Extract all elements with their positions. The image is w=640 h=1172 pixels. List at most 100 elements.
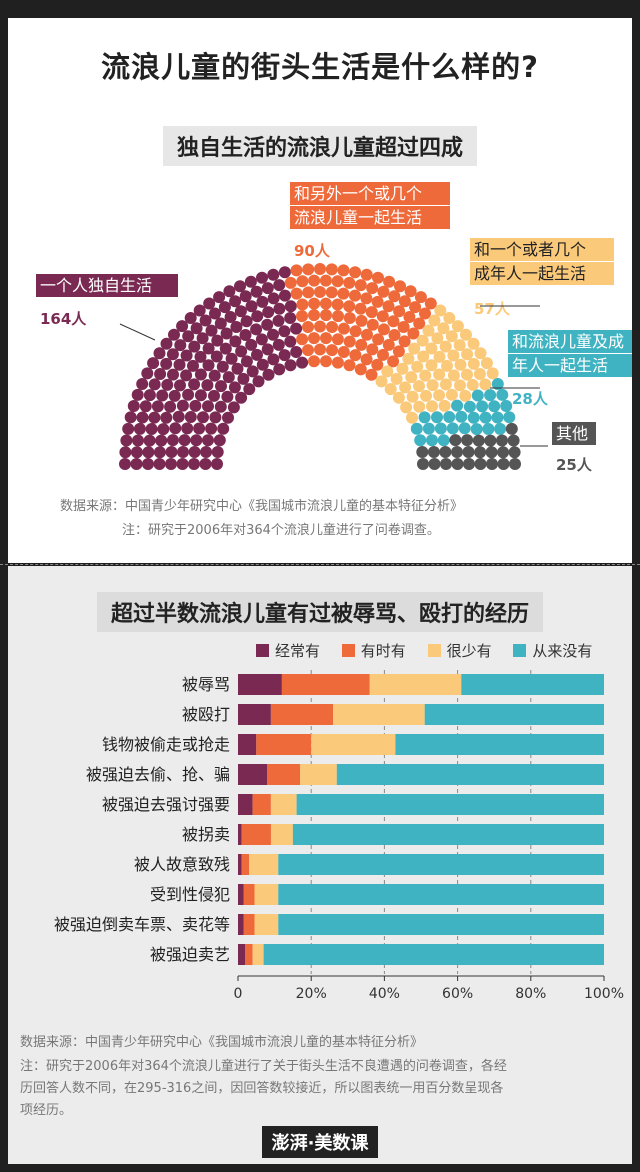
seat-dot (284, 276, 297, 289)
seat-dot (267, 353, 280, 366)
seat-dot (508, 446, 521, 459)
seat-dot (296, 356, 309, 369)
seat-dot (474, 347, 487, 360)
seat-dot (143, 434, 156, 447)
legend-label: 很少有 (446, 642, 492, 660)
seat-dot (454, 358, 467, 371)
seat-dot (141, 367, 154, 380)
seat-dot (425, 359, 438, 372)
seat-dot (411, 360, 424, 373)
seat-dot (229, 335, 242, 348)
seat-dot (427, 446, 440, 458)
seat-dot (331, 298, 344, 311)
seat-dot (193, 304, 206, 317)
seat-dot (244, 275, 257, 288)
seat-dot (349, 289, 361, 302)
seat-dot (433, 368, 446, 381)
seat-dot (377, 348, 389, 361)
seat-dot (290, 346, 303, 358)
seat-dot (145, 423, 158, 435)
seat-dot (188, 378, 201, 391)
seat-dot (147, 357, 160, 370)
seat-dot (439, 378, 452, 391)
seat-dot (343, 359, 356, 372)
seat-dot (132, 434, 144, 447)
seat-dot (354, 363, 367, 376)
seat-dot (209, 307, 221, 320)
seat-dot (143, 389, 156, 402)
seat-dot (365, 368, 378, 381)
seat-dot (202, 342, 215, 355)
seat-dot (480, 357, 493, 370)
seat-dot (194, 368, 207, 381)
seat-dot (235, 391, 248, 404)
seat-dot (267, 268, 280, 281)
seat-dot (188, 458, 200, 470)
seat-dot (239, 290, 252, 303)
seat-dot (447, 369, 460, 382)
seat-dot (200, 446, 213, 458)
seat-dot (397, 321, 410, 333)
seat-dot (278, 349, 291, 362)
seat-dot (388, 329, 401, 341)
seat-dot (326, 321, 338, 333)
seat-dot (486, 458, 498, 470)
seat-dot (199, 314, 212, 327)
seat-dot (484, 434, 497, 447)
seat-dot (440, 458, 452, 470)
seat-dot (189, 399, 202, 412)
seat-dot (319, 297, 332, 310)
seat-dot (237, 372, 250, 385)
seat-dot (308, 297, 321, 310)
seat-dot (365, 306, 378, 319)
seat-dot (420, 389, 432, 402)
seat-dot (343, 335, 356, 348)
seat-dot (331, 356, 344, 369)
legend-item-rarely: 很少有 (427, 640, 492, 661)
seat-dot (302, 263, 315, 276)
seat-dot (414, 291, 427, 304)
seat-dot (210, 350, 223, 363)
seat-dot (272, 314, 285, 327)
seat-dot (470, 423, 483, 436)
seat-dot (239, 329, 252, 341)
seat-dot (413, 317, 426, 330)
seat-dot (463, 458, 475, 470)
seat-dot (202, 400, 214, 413)
seat-dot (156, 389, 169, 402)
seat-dot (219, 342, 232, 355)
seat-dot (201, 379, 214, 392)
seat-dot (446, 422, 459, 435)
seat-dot (413, 400, 426, 413)
seat-dot (383, 275, 396, 288)
seat-dot (426, 379, 439, 392)
page-title: 流浪儿童的街头生活是什么样的? (101, 50, 539, 84)
seat-dot (153, 458, 166, 470)
seat-dot (482, 423, 495, 435)
seat-dot (130, 458, 143, 470)
leader-line (119, 323, 156, 341)
group-label-text: 年人一起生活 (512, 356, 608, 375)
seat-dot (176, 320, 189, 333)
seat-dot (220, 327, 233, 340)
seat-dot (371, 295, 384, 308)
seat-dot (193, 422, 206, 435)
seat-dot (434, 304, 447, 317)
seat-dot (372, 333, 385, 346)
group-label-text: 和一个或者几个 (474, 240, 586, 259)
seat-dot (197, 411, 209, 424)
group-count: 25人 (556, 456, 593, 474)
seat-dot (463, 400, 476, 413)
seat-dot (360, 292, 373, 305)
seat-dot (394, 280, 406, 293)
seat-dot (234, 305, 247, 318)
seat-dot (326, 344, 338, 357)
seat-dot (507, 434, 520, 447)
seat-dot (211, 458, 223, 470)
seat-dot (124, 411, 137, 424)
seat-dot (473, 368, 486, 380)
seat-dot (467, 337, 480, 350)
seat-dot (160, 411, 173, 424)
seat-dot (302, 286, 315, 299)
seat-dot (325, 263, 338, 276)
